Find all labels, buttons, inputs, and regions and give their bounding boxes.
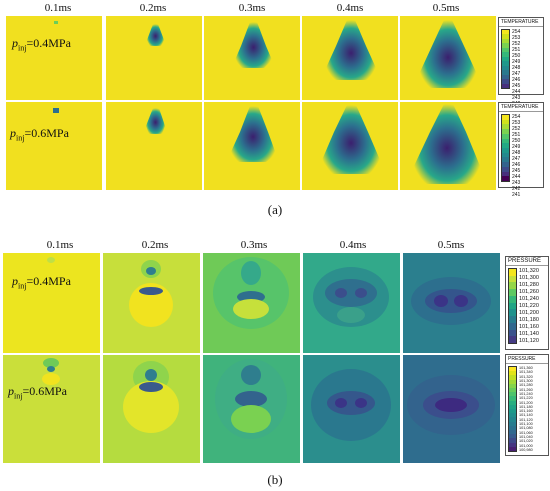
legend-title: PRESSURE <box>506 257 548 266</box>
row-label-p04: pinj=0.4MPa <box>12 36 71 53</box>
temperature-legend-row2: TEMPERATURE 254 253 252 251 250 249 248 247 246 2… <box>498 102 544 198</box>
time-label: 0.3ms <box>238 2 266 14</box>
legend-title: PRESSURE <box>506 355 548 364</box>
pressure-legend-row1: PRESSURE 101,320 101,300 101,280 101,260 101… <box>505 256 549 350</box>
time-label: 0.4ms <box>339 239 367 251</box>
time-label: 0.5ms <box>432 2 460 14</box>
temperature-legend-row1: TEMPERATURE 254 253 252 251 250 249 248 247 246 2… <box>498 17 544 107</box>
time-label: 0.5ms <box>437 239 465 251</box>
legend-ticks: 101,320 101,300 101,280 101,260 101,240 101,2… <box>519 268 539 344</box>
legend-ticks: 254 253 252 251 250 249 248 247 246 245 244 243 242 2… <box>512 114 521 198</box>
time-label: 0.2ms <box>139 2 167 14</box>
legend-title: TEMPERATURE <box>499 103 543 112</box>
caption-b: (b) <box>267 472 283 487</box>
color-scale-bar <box>508 268 517 344</box>
time-label: 0.4ms <box>336 2 364 14</box>
time-label: 0.3ms <box>240 239 268 251</box>
legend-ticks: 101,360 101,340 101,320 101,300 101,280 101,2… <box>519 366 533 452</box>
pressure-panel-row1 <box>3 253 500 353</box>
color-scale-bar <box>508 366 517 452</box>
time-label: 0.2ms <box>141 239 169 251</box>
time-label: 0.1ms <box>46 239 74 251</box>
legend-title: TEMPERATURE <box>499 18 543 27</box>
color-scale-bar <box>501 29 510 89</box>
temperature-panel-row1 <box>6 16 496 100</box>
row-label-p06: pinj=0.6MPa <box>8 384 67 401</box>
row-label-p06: pinj=0.6MPa <box>10 126 69 143</box>
color-scale-bar <box>501 114 510 182</box>
temperature-panel-row2 <box>6 102 496 190</box>
row-label-p04: pinj=0.4MPa <box>12 274 71 291</box>
time-label: 0.1ms <box>44 2 72 14</box>
pressure-legend-row2: PRESSURE 101,360 101,340 101,320 101,300 101… <box>505 354 549 456</box>
pressure-panel-row2 <box>3 355 500 463</box>
caption-a: (a) <box>267 202 283 217</box>
